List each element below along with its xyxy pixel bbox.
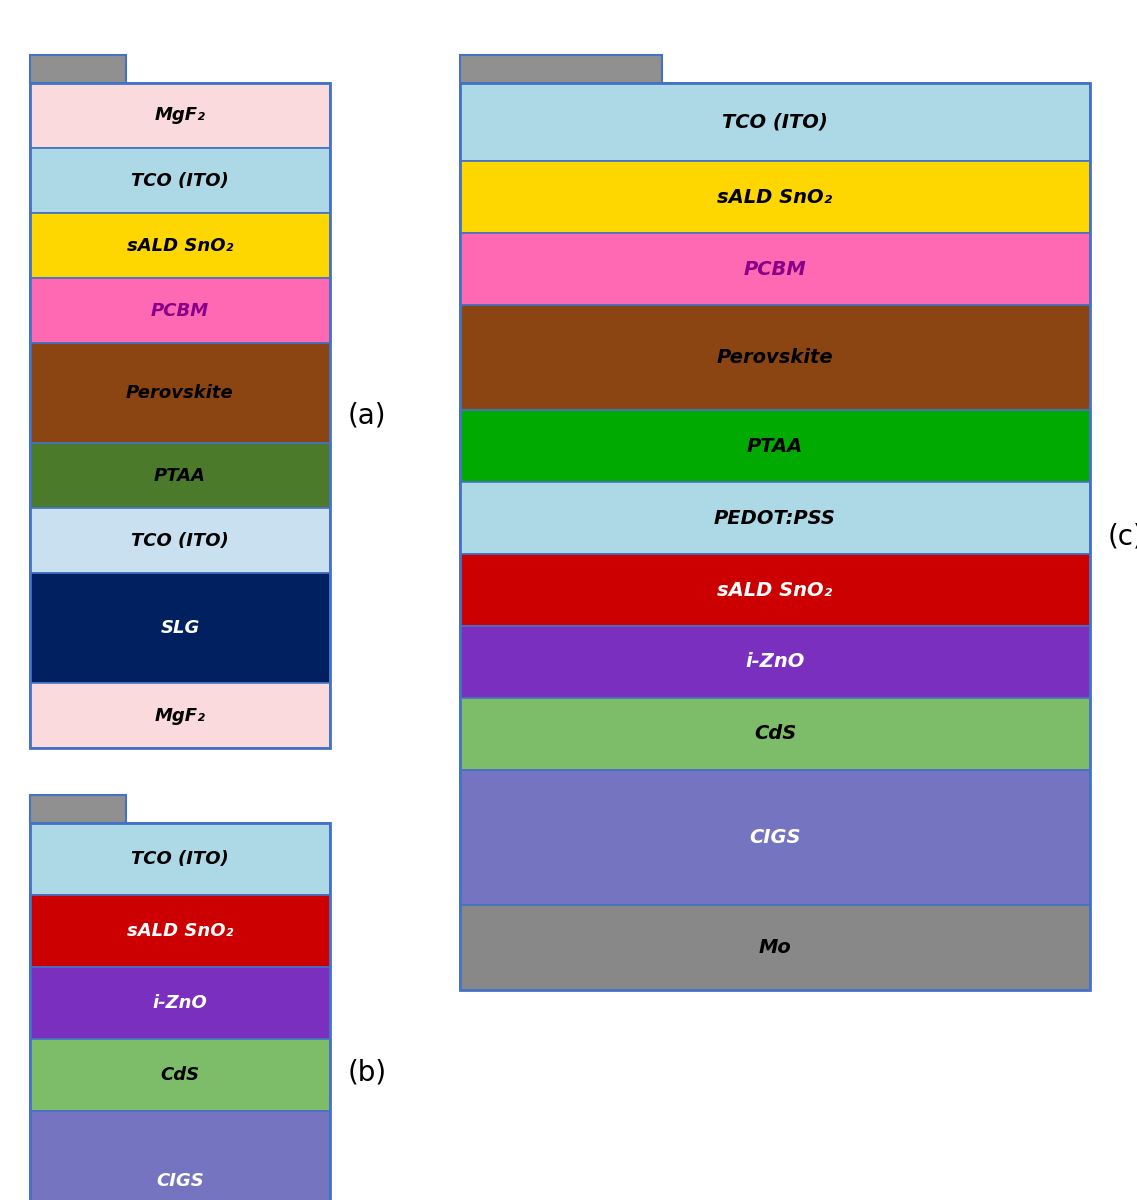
Bar — [30, 148, 330, 214]
Bar — [30, 683, 330, 748]
Text: i-ZnO: i-ZnO — [152, 994, 207, 1012]
Text: (a): (a) — [348, 402, 387, 430]
Text: PEDOT:PSS: PEDOT:PSS — [714, 509, 836, 528]
Text: TCO (ITO): TCO (ITO) — [131, 532, 229, 550]
Text: (b): (b) — [348, 1060, 387, 1087]
Bar — [30, 83, 330, 748]
Text: sALD SnO₂: sALD SnO₂ — [717, 187, 832, 206]
Text: sALD SnO₂: sALD SnO₂ — [127, 922, 233, 940]
Bar — [30, 823, 330, 895]
Text: sALD SnO₂: sALD SnO₂ — [127, 236, 233, 254]
Text: CIGS: CIGS — [749, 828, 800, 847]
Bar — [30, 443, 330, 508]
Bar — [460, 233, 1090, 305]
Bar — [460, 626, 1090, 698]
Bar — [460, 161, 1090, 233]
Bar — [30, 278, 330, 343]
Bar — [460, 83, 1090, 161]
Bar — [30, 823, 330, 1200]
Bar — [30, 1039, 330, 1111]
Bar — [30, 343, 330, 443]
Bar — [30, 83, 330, 148]
Bar — [460, 554, 1090, 626]
Text: CdS: CdS — [754, 725, 796, 744]
Text: MgF₂: MgF₂ — [155, 707, 206, 725]
Text: CdS: CdS — [160, 1066, 200, 1084]
Text: PTAA: PTAA — [747, 437, 803, 456]
Bar — [30, 796, 126, 823]
Bar — [460, 305, 1090, 410]
Text: TCO (ITO): TCO (ITO) — [131, 172, 229, 190]
Bar — [30, 214, 330, 278]
Bar — [460, 698, 1090, 770]
Text: Perovskite: Perovskite — [126, 384, 234, 402]
Text: (c): (c) — [1107, 522, 1137, 551]
Text: Mo: Mo — [758, 938, 791, 958]
Text: sALD SnO₂: sALD SnO₂ — [717, 581, 832, 600]
Bar — [460, 905, 1090, 990]
Bar — [460, 55, 662, 83]
Text: PCBM: PCBM — [151, 301, 209, 319]
Bar — [30, 574, 330, 683]
Bar — [460, 482, 1090, 554]
Bar — [460, 83, 1090, 990]
Text: Perovskite: Perovskite — [716, 348, 833, 367]
Text: PCBM: PCBM — [744, 259, 806, 278]
Text: MgF₂: MgF₂ — [155, 107, 206, 125]
Text: PTAA: PTAA — [153, 467, 206, 485]
Text: TCO (ITO): TCO (ITO) — [131, 850, 229, 868]
Bar — [30, 508, 330, 574]
Bar — [30, 967, 330, 1039]
Bar — [460, 410, 1090, 482]
Text: i-ZnO: i-ZnO — [746, 653, 805, 672]
Bar — [460, 770, 1090, 905]
Bar — [30, 895, 330, 967]
Bar — [30, 1111, 330, 1200]
Text: CIGS: CIGS — [156, 1172, 204, 1190]
Text: TCO (ITO): TCO (ITO) — [722, 113, 828, 132]
Text: SLG: SLG — [160, 619, 200, 637]
Bar — [30, 55, 126, 83]
